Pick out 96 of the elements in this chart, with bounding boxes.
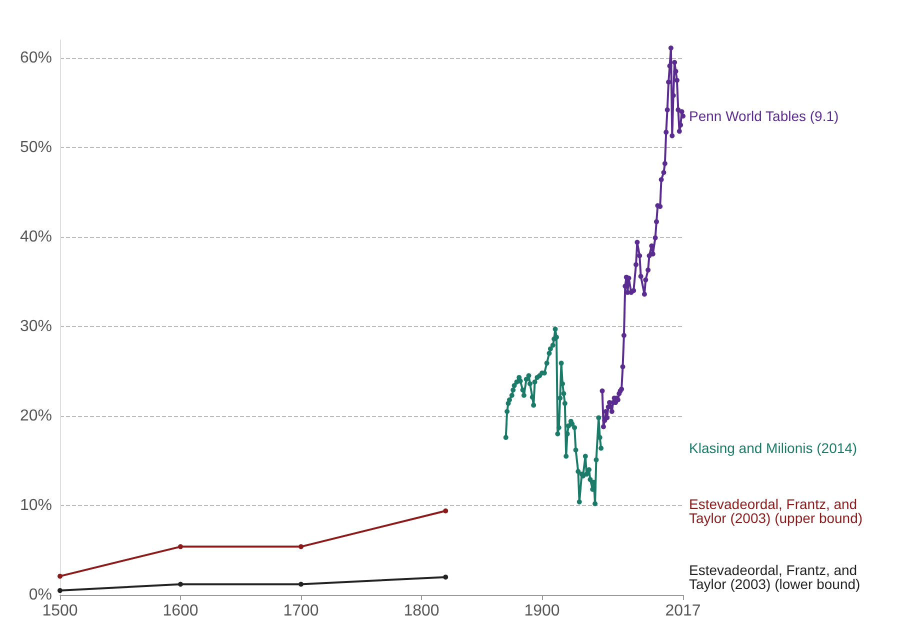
point [642,292,647,297]
point [552,326,558,332]
point [558,396,563,401]
point [443,574,448,580]
point [443,508,448,514]
point [673,68,678,74]
point [667,63,672,68]
point [576,499,582,504]
point [596,415,602,420]
y-tick-label: 60% [20,49,52,66]
point [546,350,552,356]
point [670,133,675,138]
y-tick-label: 30% [20,318,52,335]
point [504,408,510,414]
point [555,431,560,436]
point [652,235,658,240]
point [576,468,581,474]
point [668,46,674,51]
point [631,288,636,294]
point [524,376,529,382]
point [662,161,668,166]
y-tick-label: 50% [20,138,52,156]
point [661,170,666,175]
point [600,424,606,430]
point [512,383,517,388]
point [58,574,62,579]
point [506,397,512,402]
text: Klasing and Milionis (2014) [689,440,858,456]
y-tick-label: 10% [20,496,52,514]
point [582,454,588,459]
x-tick-label: 1700 [283,602,319,620]
point [670,93,676,98]
point [572,425,578,430]
point [609,408,614,414]
point [637,253,642,258]
text: Estevadeordal, Frantz, and Taylor (2003) (lower bound) [689,562,861,592]
point [509,392,514,398]
point [664,130,669,135]
point [600,388,605,394]
point [654,219,659,224]
point [564,454,569,459]
point [510,388,516,393]
point [564,431,570,436]
x-tick-label: 1500 [42,602,78,620]
point [638,274,644,279]
point [664,107,670,112]
point [503,434,508,440]
point [521,392,526,398]
point [621,332,626,338]
series-label: Penn World Tables (9.1) [689,108,839,124]
x-tick-label: 1900 [524,602,560,620]
point [544,360,550,366]
y-tick-label: 0% [28,586,52,604]
point [556,425,562,430]
point [558,360,564,366]
point [548,346,553,352]
point [178,582,184,587]
point [643,277,648,282]
point [620,364,626,370]
x-tick-label: 1600 [162,602,198,620]
point [672,60,678,65]
point [584,472,590,477]
point [634,262,639,268]
point [594,457,599,462]
y-tick-label: 20% [20,407,52,424]
point [527,381,532,386]
point [531,402,536,408]
point [298,582,304,587]
point [561,391,566,396]
point [658,177,664,182]
point [634,240,640,245]
point [178,544,184,550]
point [676,128,682,134]
point [530,394,535,400]
x-tick-label: 1800 [404,602,440,620]
point [532,379,538,384]
point [588,477,593,482]
point [674,78,680,83]
point [598,446,604,451]
point [646,268,651,273]
point [550,342,556,348]
point [678,122,684,128]
point [573,447,578,452]
point [566,423,572,428]
point [58,588,62,594]
point [676,107,681,112]
point [526,373,532,378]
point [562,400,568,406]
text: Estevadeordal, Frantz, and Taylor (2003) (upper bound) [689,496,863,526]
y-tick-label: 40% [20,228,52,246]
x-tick-label: 2017 [665,602,701,620]
point [586,467,592,472]
point [679,109,684,114]
point [298,544,304,550]
point [592,501,598,506]
point [650,251,656,256]
